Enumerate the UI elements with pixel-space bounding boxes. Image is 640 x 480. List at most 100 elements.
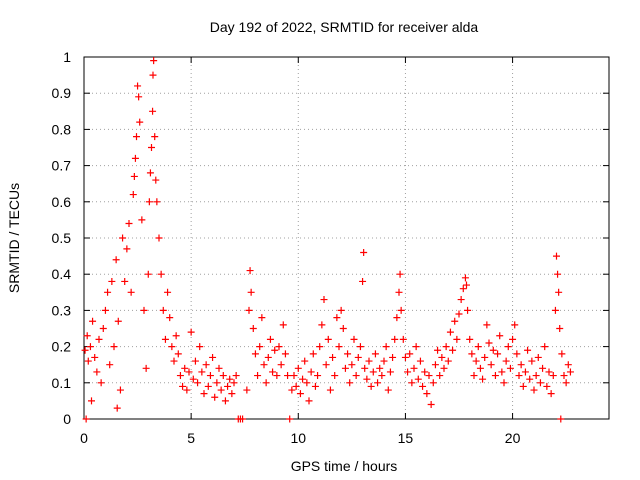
data-point xyxy=(269,368,277,376)
data-point xyxy=(106,361,114,369)
data-point xyxy=(404,368,412,376)
data-point xyxy=(83,332,91,340)
data-point xyxy=(434,346,442,354)
data-point xyxy=(333,314,341,322)
data-point xyxy=(228,390,236,398)
data-point xyxy=(176,372,184,380)
x-tick-label: 20 xyxy=(505,430,521,446)
data-point xyxy=(138,216,146,224)
data-point xyxy=(470,372,478,380)
data-point xyxy=(196,343,204,351)
data-point xyxy=(496,332,504,340)
data-point xyxy=(219,372,227,380)
data-point xyxy=(461,274,469,282)
data-point xyxy=(530,386,538,394)
data-point xyxy=(119,234,127,242)
y-tick-label: 0 xyxy=(63,411,71,427)
data-point xyxy=(412,343,420,351)
data-point xyxy=(290,372,298,380)
data-point xyxy=(113,404,121,412)
data-point xyxy=(82,415,90,423)
data-point xyxy=(318,321,326,329)
data-point xyxy=(307,368,315,376)
data-point xyxy=(99,325,107,332)
data-point xyxy=(410,364,418,372)
data-point xyxy=(346,379,354,387)
data-point xyxy=(474,343,482,351)
data-point xyxy=(277,361,285,369)
axis-ticks: 00.10.20.30.40.50.60.70.80.910 5 10 15 20 xyxy=(52,49,609,446)
data-point xyxy=(511,321,519,329)
y-tick-label: 0.5 xyxy=(52,230,72,246)
data-point xyxy=(419,382,427,390)
data-point xyxy=(459,285,467,293)
y-tick-label: 0.9 xyxy=(52,85,72,101)
data-point xyxy=(260,361,268,369)
data-point xyxy=(515,372,523,380)
data-point xyxy=(384,386,392,394)
data-point xyxy=(189,375,197,383)
data-point xyxy=(399,335,407,343)
data-point xyxy=(152,176,160,184)
chart-title: Day 192 of 2022, SRMTID for receiver ald… xyxy=(210,19,479,35)
data-point xyxy=(245,306,253,314)
data-point xyxy=(81,346,89,354)
data-point xyxy=(198,368,206,376)
data-point xyxy=(209,353,217,361)
data-point xyxy=(247,288,255,296)
data-point xyxy=(224,382,232,390)
data-point xyxy=(391,335,399,343)
data-point xyxy=(230,379,238,387)
data-point xyxy=(309,350,317,358)
data-point xyxy=(464,306,472,314)
data-point xyxy=(187,328,195,336)
data-point xyxy=(506,364,514,372)
y-tick-label: 0.4 xyxy=(52,266,72,282)
data-point xyxy=(331,372,339,380)
data-point xyxy=(206,372,214,380)
data-point xyxy=(489,346,497,354)
data-point xyxy=(262,379,270,387)
data-point xyxy=(453,335,461,343)
data-point xyxy=(360,248,368,256)
data-point xyxy=(232,372,240,380)
data-point xyxy=(200,390,208,398)
data-point xyxy=(112,256,120,264)
data-point xyxy=(339,325,347,332)
data-point xyxy=(564,361,572,369)
data-point xyxy=(386,368,394,376)
data-point xyxy=(554,270,562,278)
data-point xyxy=(130,172,138,180)
data-point xyxy=(436,372,444,380)
data-point xyxy=(88,397,95,405)
data-point xyxy=(494,350,502,358)
data-point xyxy=(500,379,508,387)
data-point xyxy=(429,379,437,387)
data-point xyxy=(217,386,225,394)
data-point xyxy=(555,288,563,296)
data-point xyxy=(365,357,373,365)
data-point xyxy=(536,379,544,387)
data-point xyxy=(133,133,140,141)
data-point xyxy=(382,343,390,351)
data-point xyxy=(380,357,388,365)
data-point xyxy=(281,350,289,358)
x-tick-label: 5 xyxy=(187,430,195,446)
data-point xyxy=(549,372,557,380)
data-point xyxy=(294,364,302,372)
data-point xyxy=(151,133,159,141)
data-point xyxy=(374,379,382,387)
data-point xyxy=(145,198,153,206)
data-point xyxy=(326,386,334,394)
data-point xyxy=(301,357,309,365)
data-point xyxy=(389,353,397,361)
data-point xyxy=(348,361,356,369)
data-point xyxy=(444,357,452,365)
data-point xyxy=(264,353,272,361)
data-point xyxy=(108,277,116,285)
data-point xyxy=(466,335,474,343)
data-point xyxy=(239,415,247,423)
data-point xyxy=(172,332,180,340)
